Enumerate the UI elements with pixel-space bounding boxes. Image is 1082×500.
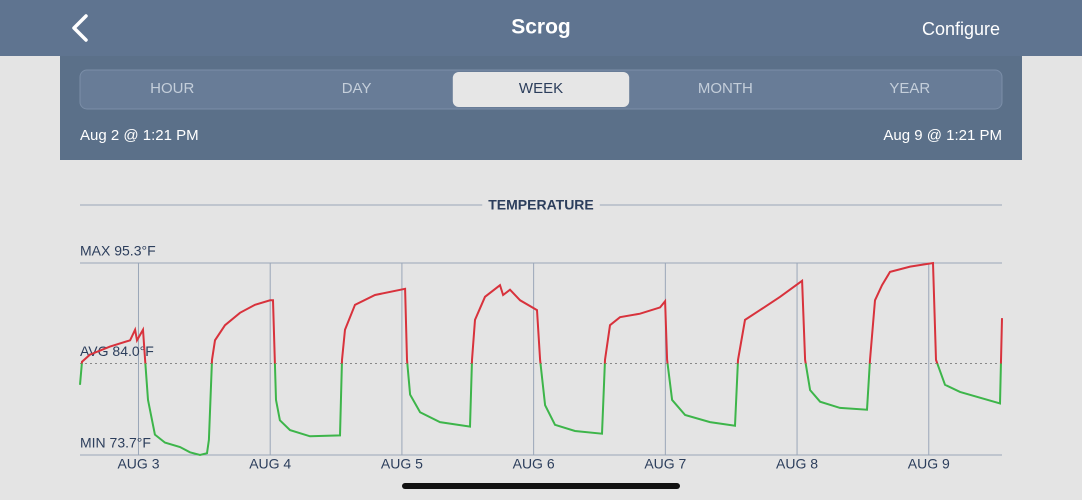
tab-selected-bg bbox=[452, 72, 630, 107]
tab[interactable]: HOUR bbox=[150, 80, 194, 97]
screen-title: Scrog bbox=[511, 16, 571, 39]
tab[interactable]: DAY bbox=[342, 80, 372, 97]
y-tick-label: AVG 84.0°F bbox=[80, 343, 154, 359]
range-end: Aug 9 @ 1:21 PM bbox=[883, 127, 1002, 144]
tab[interactable]: YEAR bbox=[889, 80, 930, 97]
tab[interactable]: WEEK bbox=[519, 80, 563, 97]
back-button[interactable] bbox=[72, 14, 88, 42]
x-tick-label: AUG 3 bbox=[117, 456, 159, 472]
x-tick-label: AUG 8 bbox=[776, 456, 818, 472]
chart-title: TEMPERATURE bbox=[488, 197, 594, 213]
temperature-line-below bbox=[79, 363, 1002, 457]
range-start: Aug 2 @ 1:21 PM bbox=[80, 127, 199, 144]
x-tick-label: AUG 6 bbox=[513, 456, 555, 472]
nav-bar bbox=[0, 0, 1082, 56]
configure-button[interactable]: Configure bbox=[922, 19, 1000, 39]
home-indicator bbox=[402, 483, 680, 489]
x-tick-label: AUG 4 bbox=[249, 456, 291, 472]
y-tick-label: MAX 95.3°F bbox=[80, 243, 156, 259]
x-tick-label: AUG 9 bbox=[908, 456, 950, 472]
x-tick-label: AUG 7 bbox=[644, 456, 686, 472]
tab[interactable]: MONTH bbox=[698, 80, 753, 97]
x-tick-label: AUG 5 bbox=[381, 456, 423, 472]
temperature-line-above bbox=[80, 261, 1003, 364]
y-tick-label: MIN 73.7°F bbox=[80, 435, 151, 451]
